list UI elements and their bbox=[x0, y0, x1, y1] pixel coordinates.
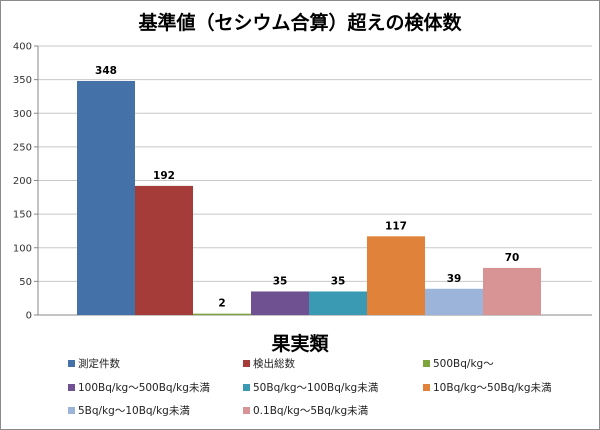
legend-label: 0.1Bq/kg～5Bq/kg未満 bbox=[253, 405, 369, 417]
legend-label: 検出総数 bbox=[253, 358, 295, 370]
y-tick-label: 200 bbox=[13, 176, 32, 187]
y-tick-label: 150 bbox=[13, 210, 32, 221]
y-tick-label: 100 bbox=[13, 243, 32, 254]
bar-6 bbox=[367, 236, 425, 315]
legend-item: 測定件数 bbox=[68, 356, 120, 371]
bar-7 bbox=[425, 288, 483, 315]
bar-2 bbox=[135, 185, 193, 315]
legend-label: 500Bq/kg～ bbox=[433, 358, 494, 370]
data-label-5: 35 bbox=[331, 275, 346, 287]
legend-item: 500Bq/kg～ bbox=[423, 356, 494, 371]
data-label-1: 348 bbox=[95, 65, 117, 77]
x-axis-title: 果実類 bbox=[271, 333, 329, 355]
legend-swatch bbox=[243, 360, 250, 367]
legend-swatch bbox=[243, 407, 250, 414]
y-tick-label: 0 bbox=[26, 311, 32, 322]
legend-label: 100Bq/kg～500Bq/kg未満 bbox=[78, 382, 210, 394]
data-label-3: 2 bbox=[218, 298, 225, 310]
y-tick-label: 400 bbox=[13, 42, 32, 53]
y-tick-label: 300 bbox=[13, 109, 32, 120]
legend-swatch bbox=[423, 360, 430, 367]
data-label-4: 35 bbox=[273, 275, 288, 287]
chart-title: 基準値（セシウム合算）超えの検体数 bbox=[138, 12, 462, 34]
legend-label: 5Bq/kg～10Bq/kg未満 bbox=[78, 405, 190, 417]
bar-3 bbox=[193, 313, 251, 315]
bar-1 bbox=[77, 80, 135, 315]
chart-legend: 測定件数 検出総数 500Bq/kg～ 100Bq/kg～500Bq/kg未満 50Bq… bbox=[68, 356, 588, 422]
legend-label: 50Bq/kg～100Bq/kg未満 bbox=[253, 382, 379, 394]
y-tick-label: 350 bbox=[13, 75, 32, 86]
data-label-2: 192 bbox=[153, 170, 175, 182]
legend-swatch bbox=[423, 384, 430, 391]
data-label-7: 39 bbox=[447, 273, 462, 285]
legend-label: 10Bq/kg～50Bq/kg未満 bbox=[433, 382, 552, 394]
bar-4 bbox=[251, 291, 309, 315]
data-label-8: 70 bbox=[505, 252, 520, 264]
legend-item: 5Bq/kg～10Bq/kg未満 bbox=[68, 403, 190, 418]
legend-item: 50Bq/kg～100Bq/kg未満 bbox=[243, 380, 378, 395]
bar-5 bbox=[309, 291, 367, 315]
legend-item: 0.1Bq/kg～5Bq/kg未満 bbox=[243, 403, 368, 418]
y-tick-label: 50 bbox=[19, 277, 32, 288]
legend-item: 10Bq/kg～50Bq/kg未満 bbox=[423, 380, 552, 395]
bar-8 bbox=[483, 267, 541, 315]
legend-item: 100Bq/kg～500Bq/kg未満 bbox=[68, 380, 210, 395]
y-tick-label: 250 bbox=[13, 142, 32, 153]
legend-swatch bbox=[68, 407, 75, 414]
legend-swatch bbox=[243, 384, 250, 391]
legend-swatch bbox=[68, 384, 75, 391]
legend-item: 検出総数 bbox=[243, 356, 295, 371]
data-label-6: 117 bbox=[385, 220, 407, 232]
legend-label: 測定件数 bbox=[78, 358, 120, 370]
legend-swatch bbox=[68, 360, 75, 367]
